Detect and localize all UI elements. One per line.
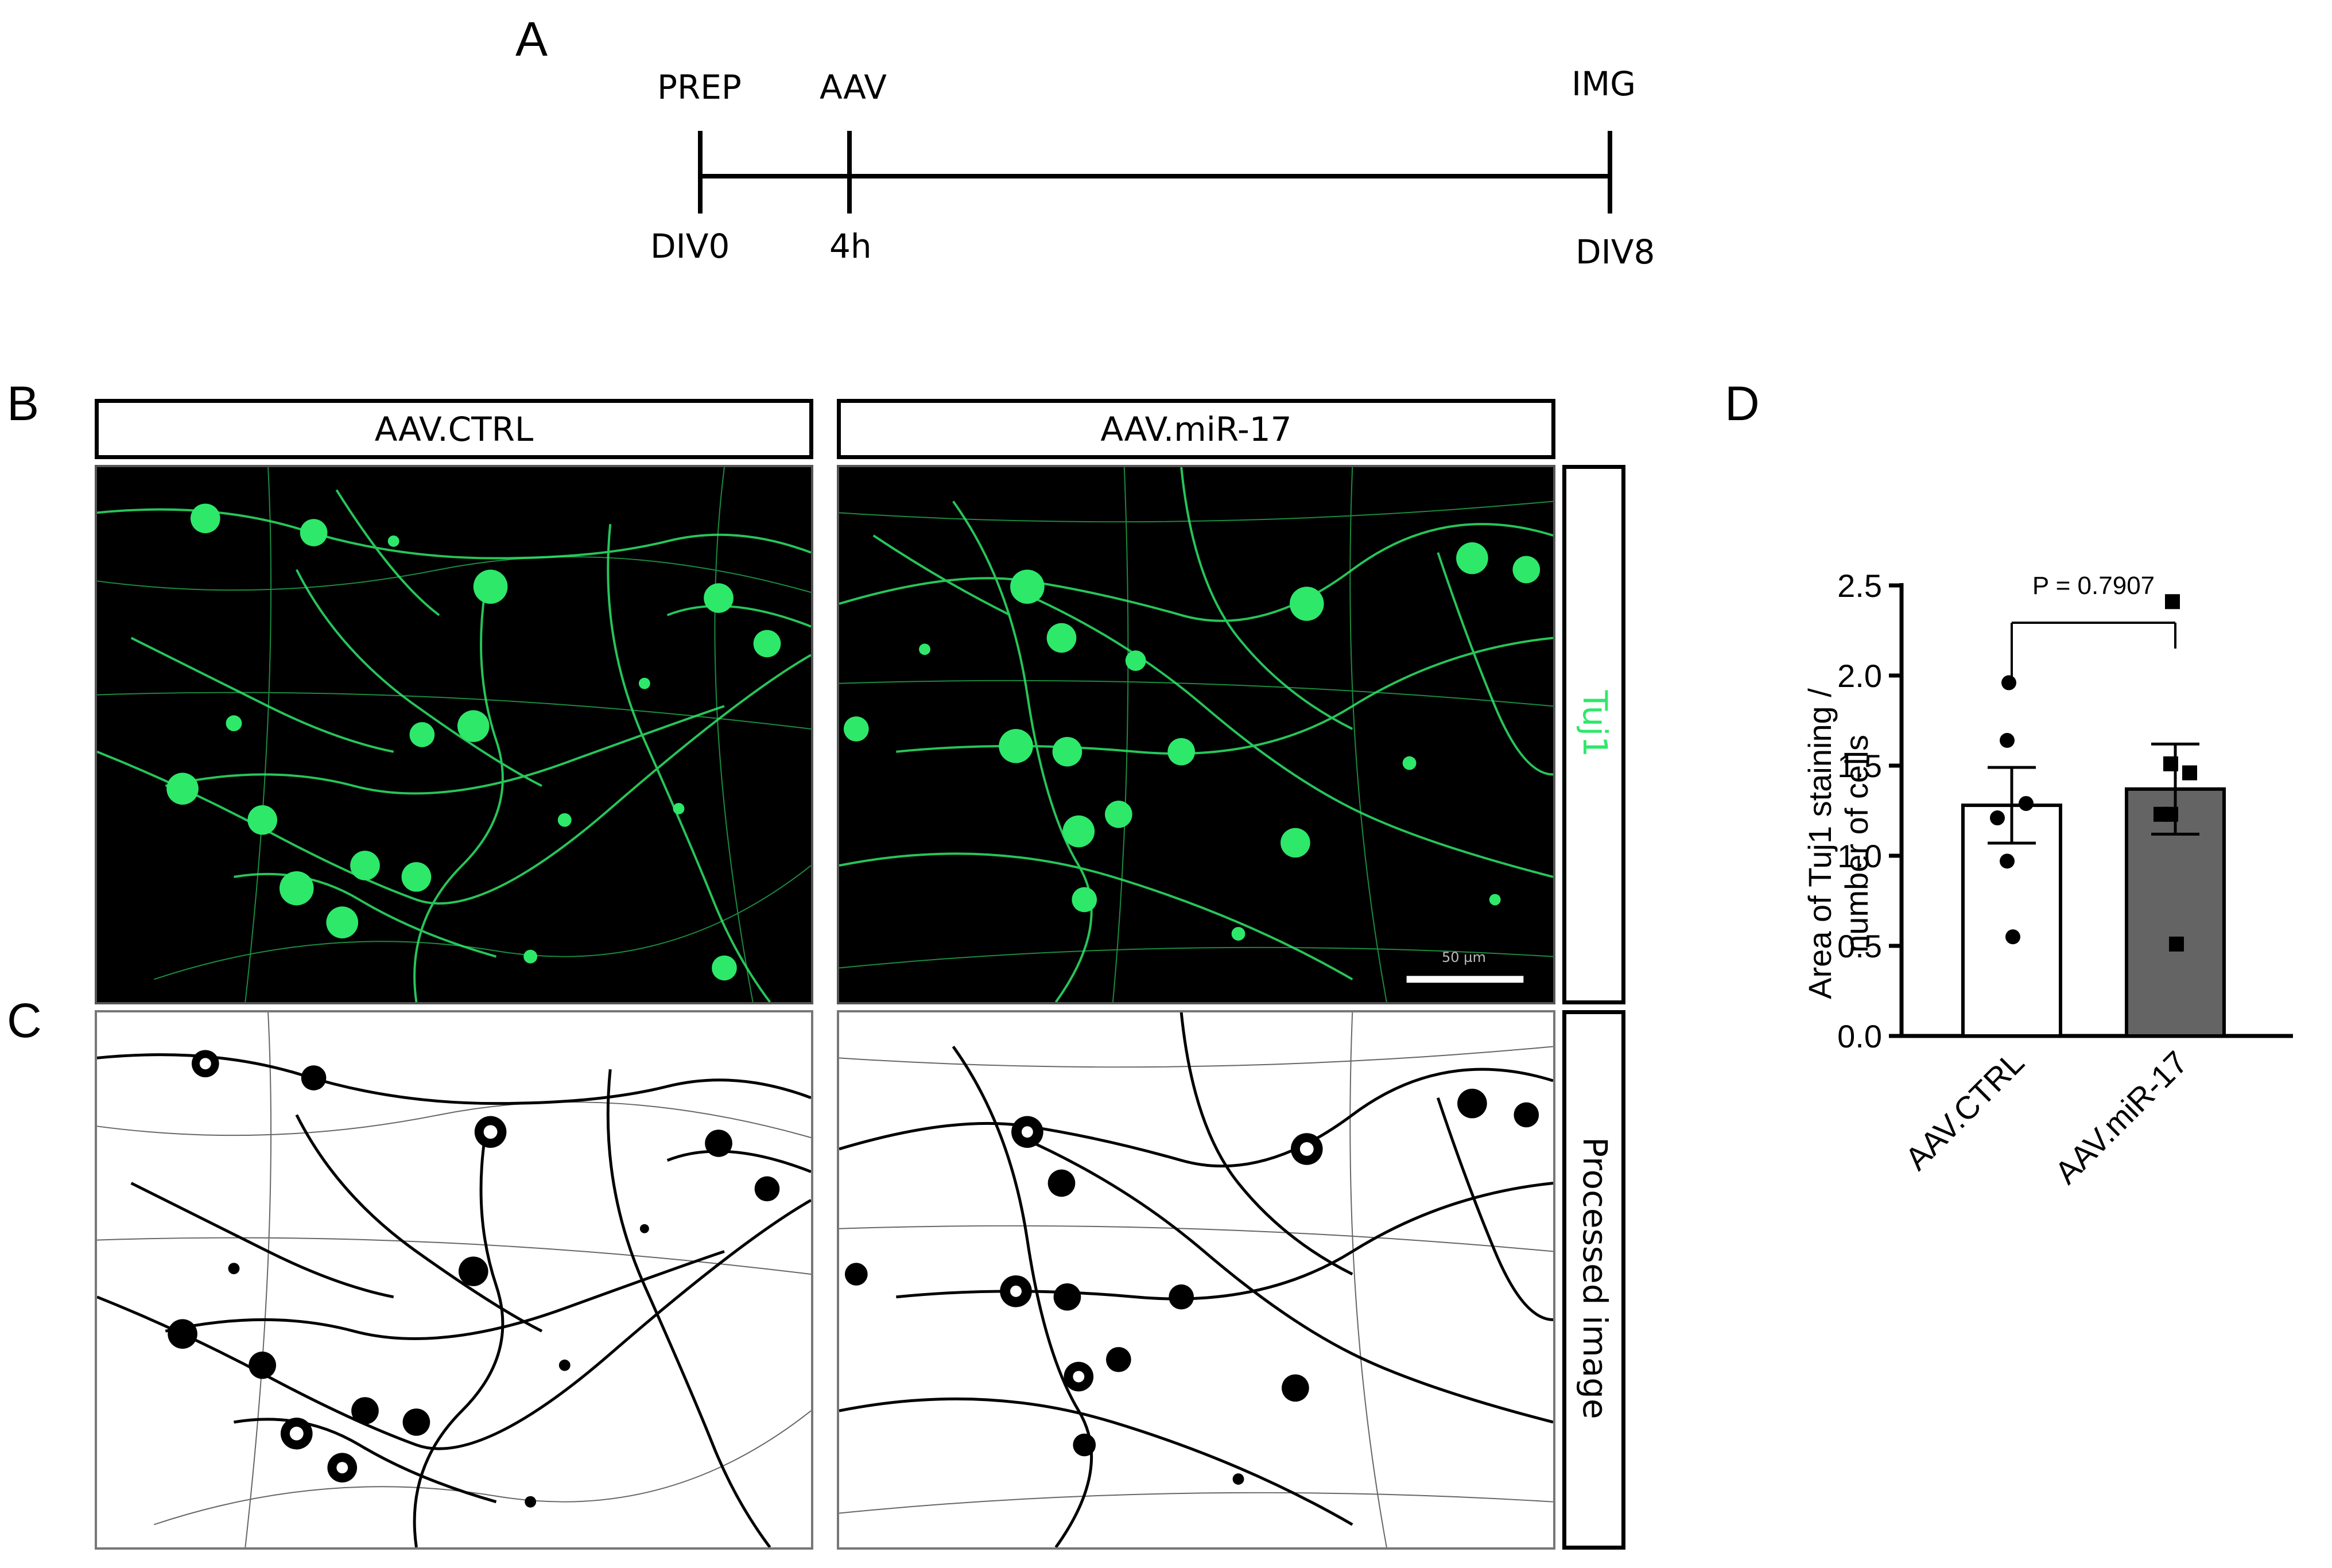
condition-header-mir17: AAV.miR-17 — [837, 399, 1555, 459]
x-tick-label-mir17: AAV.miR-17 — [2048, 1044, 2195, 1191]
data-point — [2163, 756, 2178, 771]
y-axis-title-line-1: Area of Tuj1 staining / — [1802, 688, 1838, 999]
side-box-tuj1: Tuj1 — [1562, 465, 1625, 1004]
data-point — [2165, 594, 2180, 610]
condition-header-ctrl: AAV.CTRL — [95, 399, 813, 459]
y-tick-label: 0.5 — [1837, 928, 1882, 964]
tuj1-image-mir17: 50 µm — [837, 465, 1555, 1004]
y-tick-label: 1.0 — [1837, 838, 1882, 874]
tuj1-neurons-mir17 — [839, 467, 1553, 1002]
timeline-bottom-label-div8: DIV8 — [1576, 232, 1655, 271]
y-axis-title-line-2: number of cells — [1838, 735, 1875, 953]
timeline-top-label-img: IMG — [1572, 64, 1636, 103]
panel-letter-a: A — [515, 12, 548, 66]
y-tick-label: 0.0 — [1837, 1018, 1882, 1054]
timeline-bottom-label-div0: DIV0 — [650, 227, 730, 266]
data-point — [2019, 795, 2034, 811]
timeline-top-label-aav: AAV — [820, 68, 887, 107]
data-point — [1990, 810, 2005, 826]
stain-label-tuj1: Tuj1 — [1576, 690, 1615, 758]
processed-neurons-mir17 — [839, 1012, 1553, 1547]
y-tick-label: 2.0 — [1837, 658, 1882, 694]
timeline-bottom-label-4h: 4h — [829, 227, 872, 266]
data-point — [2000, 853, 2015, 869]
timeline-top-label-prep: PREP — [657, 68, 742, 107]
p-value-annotation: P = 0.7907 — [2032, 572, 2155, 600]
data-point — [2163, 806, 2178, 822]
tuj1-area-bar-chart: 0.0 0.5 1.0 1.5 2.0 2.5 AAV.CTRL AAV.miR-17 P = … — [1802, 568, 2293, 1191]
processed-neurons-ctrl — [97, 1012, 811, 1547]
scale-bar-label: 50 µm — [1442, 949, 1486, 965]
data-point — [2001, 675, 2016, 690]
timeline-diagram — [698, 131, 1612, 214]
x-tick-label-ctrl: AAV.CTRL — [1898, 1044, 2031, 1177]
processed-image-ctrl — [95, 1010, 813, 1550]
data-point — [2169, 936, 2184, 952]
side-box-processed: Processed image — [1562, 1010, 1625, 1550]
tuj1-image-ctrl — [95, 465, 813, 1004]
panel-letter-b: B — [7, 377, 40, 430]
processed-image-label: Processed image — [1576, 1137, 1615, 1419]
panel-letter-d: D — [1725, 377, 1760, 430]
data-point — [2000, 733, 2015, 748]
processed-image-mir17 — [837, 1010, 1555, 1550]
tuj1-neurons-ctrl — [97, 467, 811, 1002]
panel-letter-c: C — [7, 993, 42, 1047]
data-point — [2182, 765, 2197, 781]
y-tick-label: 2.5 — [1837, 568, 1882, 604]
y-tick-label: 1.5 — [1837, 748, 1882, 784]
data-point — [2005, 929, 2020, 945]
